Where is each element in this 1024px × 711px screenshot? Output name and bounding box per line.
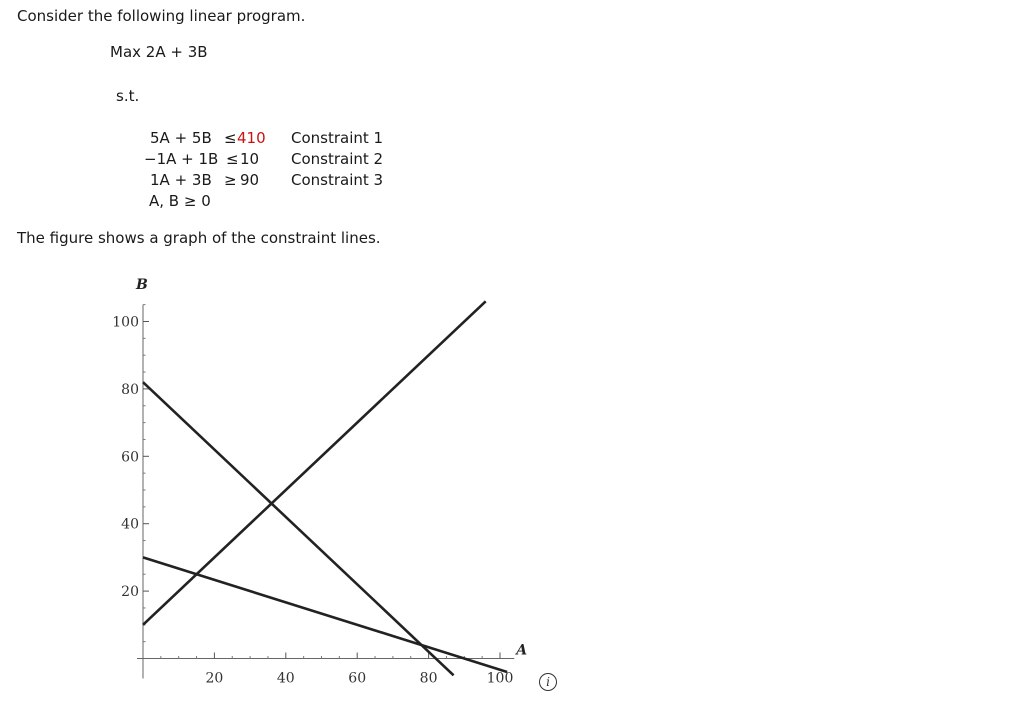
constraint-line-3 — [142, 556, 508, 674]
constraint-1-label: Constraint 1 — [291, 129, 384, 147]
y-tick-label: 100 — [112, 315, 139, 331]
x-tick-label: 60 — [348, 671, 366, 687]
y-tick-label: 40 — [121, 517, 139, 533]
x-tick-label: 40 — [277, 671, 295, 687]
y-axis-label: B — [135, 277, 148, 293]
constraint-3-sign: ≥ — [224, 171, 237, 189]
constraint-3-lhs: 1A + 3B — [150, 171, 212, 189]
constraint-1-sign: ≤ — [224, 129, 237, 147]
constraint-3-rhs: 90 — [240, 171, 260, 189]
constraint-chart: 20 40 60 80 100 20 40 60 80 100 A B — [112, 277, 527, 687]
y-tick-label: 60 — [121, 449, 139, 465]
subject-to-label: s.t. — [116, 87, 140, 105]
constraint-3-label: Constraint 3 — [291, 171, 384, 189]
constraint-1-lhs: 5A + 5B — [150, 129, 212, 147]
constraint-2-label: Constraint 2 — [291, 150, 384, 168]
figure-caption: The figure shows a graph of the constrai… — [17, 229, 381, 247]
constraint-2-rhs: 10 — [240, 150, 260, 168]
x-axis-label: A — [514, 643, 527, 659]
constraint-2-lhs: −1A + 1B — [144, 150, 219, 168]
x-tick-label: 80 — [420, 671, 438, 687]
y-tick-label: 80 — [121, 382, 139, 398]
constraint-1-rhs: 410 — [237, 129, 266, 147]
nonnegativity-constraint: A, B ≥ 0 — [149, 192, 211, 210]
intro-text: Consider the following linear program. — [17, 7, 306, 25]
y-tick-label: 20 — [121, 584, 139, 600]
x-tick-label: 20 — [205, 671, 223, 687]
x-tick-label: 100 — [487, 671, 514, 687]
objective-function: Max 2A + 3B — [110, 43, 208, 61]
constraint-line-2 — [142, 300, 487, 626]
constraint-line-1 — [142, 381, 455, 677]
constraint-2-sign: ≤ — [226, 150, 239, 168]
info-icon[interactable]: i — [539, 673, 557, 691]
